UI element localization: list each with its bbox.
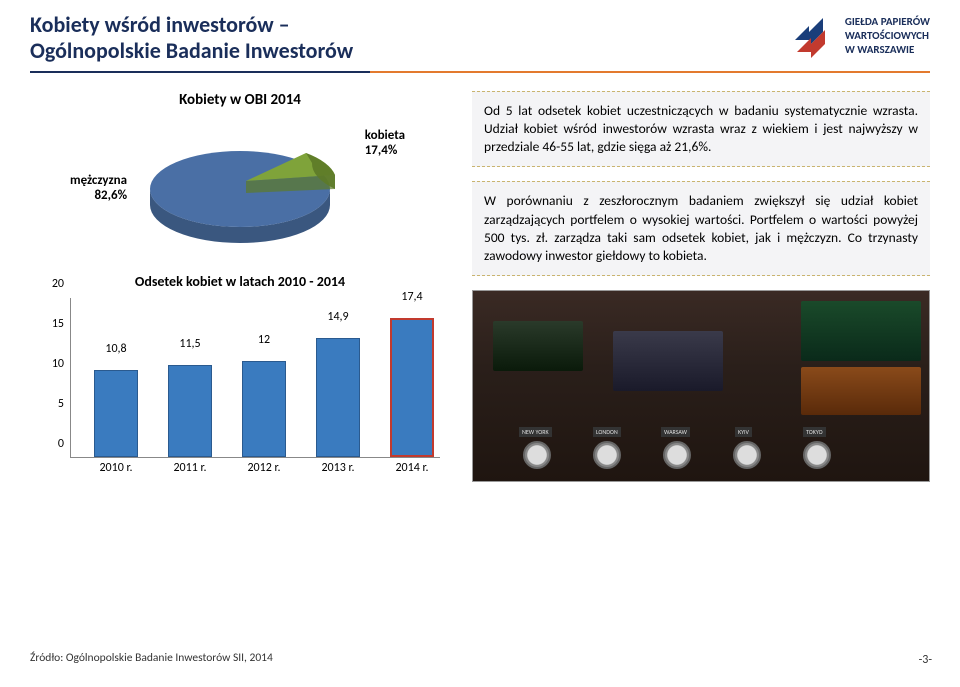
bar-chart: 0 5 10 15 20 10,82010 r.11,52011 r.12201… <box>40 298 440 478</box>
city-label: KYIV <box>735 427 752 437</box>
ytick: 10 <box>52 357 64 371</box>
y-axis: 0 5 10 15 20 <box>40 298 68 458</box>
bar <box>94 370 138 456</box>
female-pct: 17,4% <box>365 144 405 159</box>
header: Kobiety wśród inwestorów – Ogólnopolskie… <box>0 0 960 65</box>
clock-icon <box>733 441 761 469</box>
org-line1: GIEŁDA PAPIERÓW <box>845 15 930 29</box>
logo-text: GIEŁDA PAPIERÓW WARTOŚCIOWYCH W WARSZAWI… <box>845 15 930 58</box>
trading-floor-photo: NEW YORK LONDON WARSAW KYIV TOKYO <box>472 290 930 482</box>
logo-block: GIEŁDA PAPIERÓW WARTOŚCIOWYCH W WARSZAWI… <box>787 12 930 60</box>
bar-value-label: 10,8 <box>94 342 138 356</box>
ytick: 15 <box>52 317 64 331</box>
female-name: kobieta <box>365 129 405 144</box>
bar-title: Odsetek kobiet w latach 2010 - 2014 <box>30 273 450 290</box>
xtick: 2010 r. <box>86 461 146 475</box>
title-block: Kobiety wśród inwestorów – Ogólnopolskie… <box>30 12 353 65</box>
bar-value-label: 17,4 <box>390 290 434 304</box>
ytick: 0 <box>58 437 64 451</box>
screen-icon <box>801 367 921 415</box>
ytick: 5 <box>58 397 64 411</box>
gpw-logo-icon <box>787 12 835 60</box>
header-divider <box>30 71 930 73</box>
page-number: -3- <box>919 653 932 667</box>
left-column: Kobiety w OBI 2014 mężczyzna 82,6% kobi <box>30 91 450 483</box>
pie-label-female: kobieta 17,4% <box>365 129 405 159</box>
xtick: 2012 r. <box>234 461 294 475</box>
bar <box>390 318 434 457</box>
xtick: 2014 r. <box>382 461 442 475</box>
male-name: mężczyzna <box>70 174 127 189</box>
page-title-line1: Kobiety wśród inwestorów – <box>30 12 353 38</box>
city-label: WARSAW <box>661 427 690 437</box>
pie-title: Kobiety w OBI 2014 <box>30 91 450 109</box>
city-label: TOKYO <box>803 427 826 437</box>
text-box-1: Od 5 lat odsetek kobiet uczestniczących … <box>472 91 930 168</box>
pie-label-male: mężczyzna 82,6% <box>70 174 127 204</box>
bar <box>316 338 360 457</box>
plot-area: 10,82010 r.11,52011 r.122012 r.14,92013 … <box>70 298 440 458</box>
screen-icon <box>801 301 921 361</box>
clock-icon <box>523 441 551 469</box>
org-line3: W WARSZAWIE <box>845 43 930 57</box>
right-column: Od 5 lat odsetek kobiet uczestniczących … <box>472 91 930 483</box>
content: Kobiety w OBI 2014 mężczyzna 82,6% kobi <box>0 73 960 483</box>
bar-value-label: 12 <box>242 333 286 347</box>
bar <box>242 361 286 457</box>
ytick: 20 <box>52 277 64 291</box>
city-label: NEW YORK <box>519 427 552 437</box>
clock-icon <box>593 441 621 469</box>
male-pct: 82,6% <box>70 189 127 204</box>
clock-icon <box>803 441 831 469</box>
city-label: LONDON <box>593 427 621 437</box>
pie-chart: mężczyzna 82,6% kobieta 17,4% <box>100 119 380 259</box>
page-title-line2: Ogólnopolskie Badanie Inwestorów <box>30 38 353 64</box>
text-box-2: W porównaniu z zeszłorocznym badaniem zw… <box>472 181 930 276</box>
xtick: 2013 r. <box>308 461 368 475</box>
source-text: Źródło: Ogólnopolskie Badanie Inwestorów… <box>30 651 273 665</box>
screen-icon <box>493 321 583 371</box>
clock-icon <box>663 441 691 469</box>
org-line2: WARTOŚCIOWYCH <box>845 29 930 43</box>
bar <box>168 365 212 457</box>
pie-svg <box>100 119 380 259</box>
screen-icon <box>613 331 723 391</box>
bar-value-label: 11,5 <box>168 337 212 351</box>
xtick: 2011 r. <box>160 461 220 475</box>
bar-value-label: 14,9 <box>316 310 360 324</box>
